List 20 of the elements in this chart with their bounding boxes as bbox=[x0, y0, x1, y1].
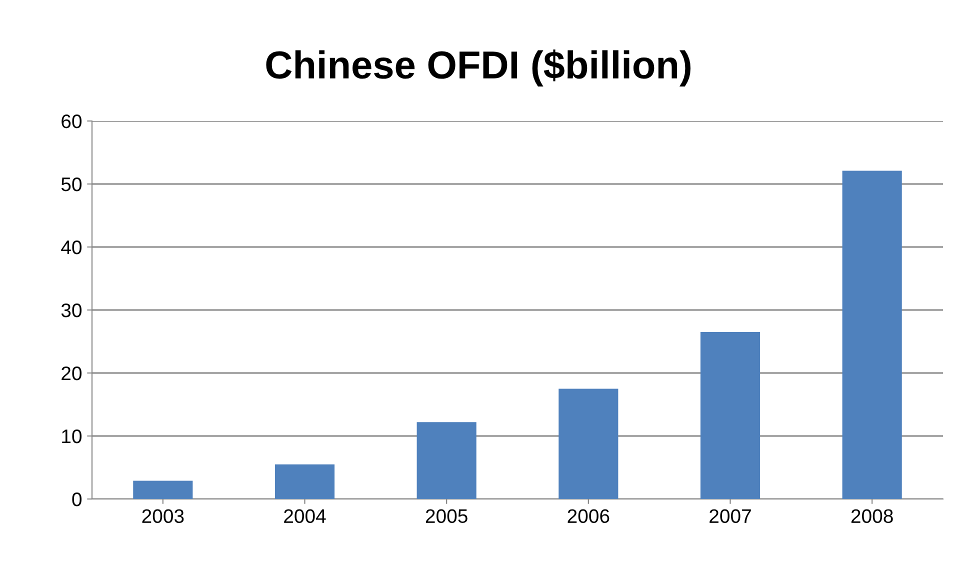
y-tick-label: 0 bbox=[72, 492, 82, 506]
y-tick-label: 40 bbox=[61, 240, 82, 254]
x-tick-label: 2006 bbox=[568, 509, 610, 524]
bar bbox=[700, 332, 760, 499]
bar bbox=[133, 480, 193, 499]
y-tick-label: 60 bbox=[62, 114, 82, 128]
y-tick-label: 50 bbox=[61, 177, 82, 192]
x-tick-label: 2008 bbox=[851, 509, 893, 524]
y-tick-label: 20 bbox=[62, 366, 82, 380]
bar bbox=[558, 388, 618, 499]
bar bbox=[416, 422, 476, 499]
chart-title: Chinese OFDI ($billion) bbox=[266, 50, 690, 86]
x-tick-label: 2005 bbox=[426, 509, 468, 524]
x-tick-label: 2007 bbox=[710, 509, 751, 524]
bar bbox=[274, 464, 335, 499]
bar bbox=[842, 170, 902, 499]
y-tick-label: 30 bbox=[61, 303, 82, 318]
x-tick-label: 2004 bbox=[284, 509, 326, 524]
y-tick-label: 10 bbox=[62, 429, 82, 444]
x-tick-label: 2003 bbox=[142, 509, 184, 524]
